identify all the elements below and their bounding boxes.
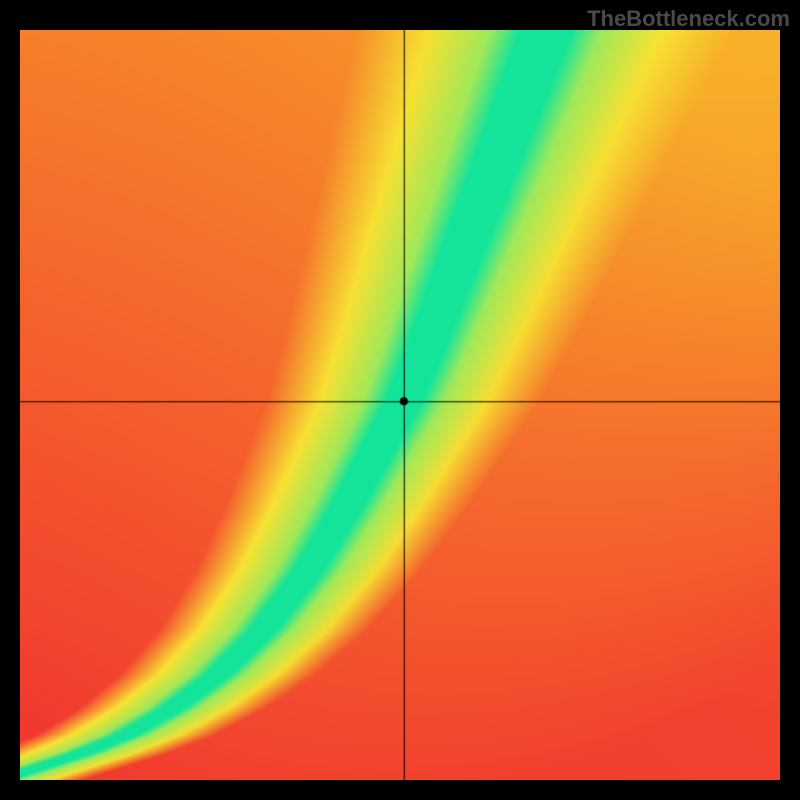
watermark-text: TheBottleneck.com <box>587 6 790 32</box>
heatmap-chart <box>20 30 780 780</box>
heatmap-canvas <box>20 30 780 780</box>
